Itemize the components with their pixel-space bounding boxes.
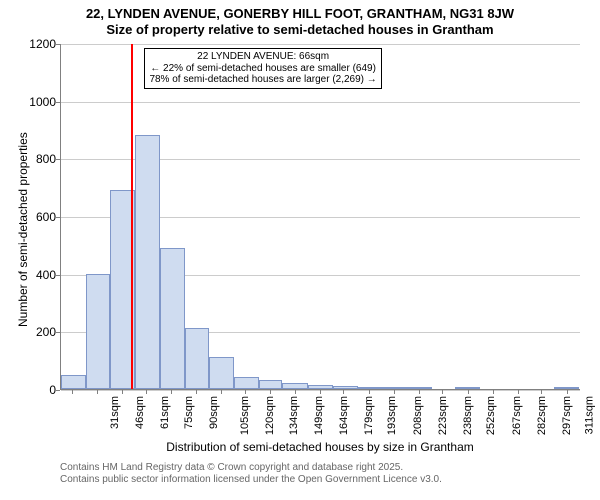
y-tick-mark [56,217,60,218]
x-tick-mark [97,390,98,394]
x-tick-label: 90sqm [208,396,220,429]
x-tick-label: 252sqm [486,396,498,435]
x-tick-mark [122,390,123,394]
x-tick-label: 208sqm [412,396,424,435]
annotation-line: 22 LYNDEN AVENUE: 66sqm [149,51,376,63]
property-annotation: 22 LYNDEN AVENUE: 66sqm← 22% of semi-det… [144,48,381,89]
x-tick-label: 61sqm [159,396,171,429]
x-tick-mark [468,390,469,394]
x-tick-mark [442,390,443,394]
x-axis-label: Distribution of semi-detached houses by … [60,440,580,454]
y-tick-mark [56,332,60,333]
x-tick-mark [369,390,370,394]
histogram-bar [160,248,185,389]
x-tick-label: 223sqm [437,396,449,435]
x-tick-label: 134sqm [288,396,300,435]
chart-container: 22, LYNDEN AVENUE, GONERBY HILL FOOT, GR… [0,0,600,500]
grid-line [61,102,580,103]
x-tick-mark [245,390,246,394]
title-line-2: Size of property relative to semi-detach… [0,22,600,37]
histogram-bar [308,385,333,389]
footer-attribution: Contains HM Land Registry data © Crown c… [60,462,580,486]
histogram-bar [282,383,307,389]
histogram-bar [61,375,86,389]
y-tick-label: 200 [6,325,56,339]
footer-line-1: Contains HM Land Registry data © Crown c… [60,462,580,474]
y-tick-label: 1200 [6,37,56,51]
x-tick-label: 164sqm [338,396,350,435]
x-tick-label: 31sqm [109,396,121,429]
y-tick-mark [56,44,60,45]
x-tick-mark [518,390,519,394]
x-tick-mark [394,390,395,394]
x-tick-mark [567,390,568,394]
x-tick-label: 120sqm [264,396,276,435]
y-tick-mark [56,275,60,276]
x-tick-label: 282sqm [536,396,548,435]
x-tick-label: 75sqm [183,396,195,429]
x-tick-label: 149sqm [313,396,325,435]
property-marker-line [131,44,133,389]
x-tick-mark [196,390,197,394]
footer-line-2: Contains public sector information licen… [60,474,580,486]
x-tick-label: 297sqm [561,396,573,435]
x-tick-mark [320,390,321,394]
title-line-1: 22, LYNDEN AVENUE, GONERBY HILL FOOT, GR… [0,6,600,21]
histogram-bar [333,386,358,389]
y-tick-label: 0 [6,383,56,397]
x-tick-mark [419,390,420,394]
x-tick-mark [171,390,172,394]
x-tick-label: 105sqm [239,396,251,435]
x-tick-mark [541,390,542,394]
x-tick-mark [72,390,73,394]
histogram-bar [381,387,406,389]
histogram-bar [259,380,282,389]
y-tick-mark [56,102,60,103]
x-tick-label: 193sqm [387,396,399,435]
histogram-bar [185,328,208,389]
x-tick-label: 238sqm [462,396,474,435]
histogram-bar [455,387,480,389]
y-tick-label: 600 [6,210,56,224]
x-tick-mark [270,390,271,394]
x-tick-mark [221,390,222,394]
y-tick-mark [56,159,60,160]
grid-line [61,44,580,45]
y-tick-mark [56,390,60,391]
histogram-bar [86,274,109,389]
x-tick-mark [146,390,147,394]
x-tick-label: 267sqm [511,396,523,435]
x-tick-mark [493,390,494,394]
plot-area [60,44,580,390]
annotation-line: ← 22% of semi-detached houses are smalle… [149,63,376,75]
x-tick-label: 46sqm [134,396,146,429]
x-tick-mark [295,390,296,394]
x-tick-label: 311sqm [584,396,596,434]
histogram-bar [407,387,432,389]
histogram-bar [554,387,579,389]
y-tick-label: 800 [6,152,56,166]
y-tick-label: 1000 [6,95,56,109]
histogram-bar [358,387,381,389]
annotation-line: 78% of semi-detached houses are larger (… [149,74,376,86]
histogram-bar [209,357,234,389]
x-tick-label: 179sqm [363,396,375,435]
x-tick-mark [343,390,344,394]
histogram-bar [234,377,259,389]
y-tick-label: 400 [6,268,56,282]
histogram-bar [135,135,160,389]
